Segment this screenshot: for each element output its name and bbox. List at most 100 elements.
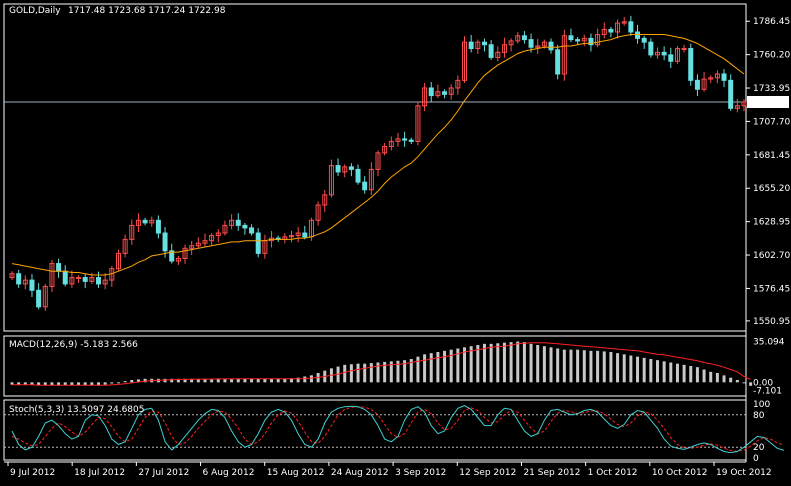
macd-histogram-bar (556, 348, 560, 383)
macd-histogram-bar (236, 378, 240, 383)
candle-body (322, 194, 328, 206)
macd-histogram-bar (170, 378, 174, 383)
macd-histogram-bar (682, 364, 686, 383)
candle-body (641, 37, 647, 43)
candle-body (741, 101, 747, 107)
price-tick-label: 1681.45 (753, 151, 790, 161)
macd-signal-line (12, 342, 751, 386)
macd-histogram-bar (675, 363, 679, 383)
stoch-tick-label: 0 (753, 454, 759, 464)
macd-histogram-bar (223, 378, 227, 383)
candle-body (135, 219, 141, 226)
moving-average-line (11, 34, 745, 276)
macd-histogram-bar (309, 375, 313, 383)
candle-body (129, 224, 135, 240)
date-tick-label: 6 Aug 2012 (203, 468, 255, 478)
macd-histogram-bar (123, 381, 127, 383)
macd-histogram-bar (10, 382, 14, 385)
macd-histogram-bar (602, 351, 606, 383)
macd-histogram-bar (662, 361, 666, 383)
date-tick-label: 3 Sep 2012 (395, 468, 446, 478)
macd-histogram-bar (30, 382, 34, 385)
macd-histogram-bar (622, 354, 626, 383)
stoch-signal-line (11, 406, 785, 453)
price-tick-label: 1602.70 (753, 251, 790, 261)
macd-histogram-bar (589, 350, 593, 383)
macd-histogram-bar (383, 361, 387, 383)
candle-body (62, 270, 68, 285)
macd-tick-label: 35.094 (753, 337, 785, 347)
candle-body (475, 41, 481, 50)
candle-body (588, 37, 594, 46)
price-tick-label: 1628.95 (753, 218, 790, 228)
macd-histogram-bar (163, 378, 167, 383)
macd-histogram-bar (97, 382, 101, 386)
candle-body (335, 165, 341, 173)
macd-histogram-bar (509, 342, 513, 383)
candle-body (415, 105, 421, 142)
macd-histogram-bar (582, 350, 586, 383)
candle-body (428, 87, 434, 97)
macd-histogram-bar (276, 378, 280, 383)
macd-histogram-bar (289, 378, 293, 383)
macd-histogram-bar (642, 357, 646, 383)
candle-body (9, 273, 15, 279)
candle-body (29, 279, 35, 291)
candle-body (661, 51, 667, 56)
candle-body (455, 79, 461, 89)
macd-histogram-bar (77, 382, 81, 386)
macd-tick-label: -7.101 (753, 387, 782, 397)
candle-body (375, 152, 381, 170)
date-tick-label: 12 Sep 2012 (459, 468, 516, 478)
candle-body (721, 73, 727, 81)
stoch-tick-label: 80 (753, 411, 765, 421)
candle-body (96, 277, 102, 285)
macd-histogram-bar (196, 378, 200, 383)
macd-histogram-bar (715, 373, 719, 383)
macd-histogram-bar (436, 352, 440, 383)
candle-body (668, 54, 674, 62)
candle-body (215, 232, 221, 237)
candle-body (348, 166, 354, 170)
macd-histogram-bar (482, 343, 486, 383)
macd-histogram-bar (409, 359, 413, 383)
candle-body (501, 44, 507, 53)
macd-histogram-bar (463, 347, 467, 383)
macd-histogram-bar (669, 362, 673, 383)
macd-histogram-bar (17, 382, 21, 385)
stoch-tick-label: 20 (753, 443, 765, 453)
macd-histogram-bar (90, 382, 94, 386)
macd-histogram-bar (303, 376, 307, 383)
macd-histogram-bar (636, 356, 640, 383)
macd-histogram-bar (256, 378, 260, 383)
macd-histogram-bar (43, 382, 47, 386)
macd-histogram-bar (695, 367, 699, 383)
macd-histogram-bar (629, 355, 633, 383)
candle-body (535, 45, 541, 48)
candle-body (701, 78, 707, 90)
macd-histogram-bar (190, 378, 194, 383)
macd-histogram-bar (735, 380, 739, 383)
candle-body (515, 35, 521, 42)
candle-body (82, 277, 88, 282)
candle-body (362, 181, 368, 191)
candle-body (628, 21, 634, 33)
candle-body (209, 235, 215, 242)
macd-histogram-bar (549, 347, 553, 383)
candle-body (16, 273, 22, 285)
macd-histogram-bar (110, 382, 114, 384)
macd-histogram-bar (263, 378, 267, 383)
macd-histogram-bar (416, 356, 420, 383)
candle-body (255, 232, 261, 254)
macd-histogram-bar (130, 380, 134, 383)
price-tick-label: 1550.95 (753, 317, 790, 327)
candle-body (694, 79, 700, 90)
candle-body (189, 245, 195, 249)
candle-body (169, 250, 175, 262)
macd-histogram-bar (516, 341, 520, 383)
macd-tick-label: 0.00 (753, 378, 773, 388)
candle-body (648, 41, 654, 56)
macd-histogram-bar (250, 378, 254, 383)
ohlc-values: 1717.48 1723.68 1717.24 1722.98 (68, 6, 226, 16)
